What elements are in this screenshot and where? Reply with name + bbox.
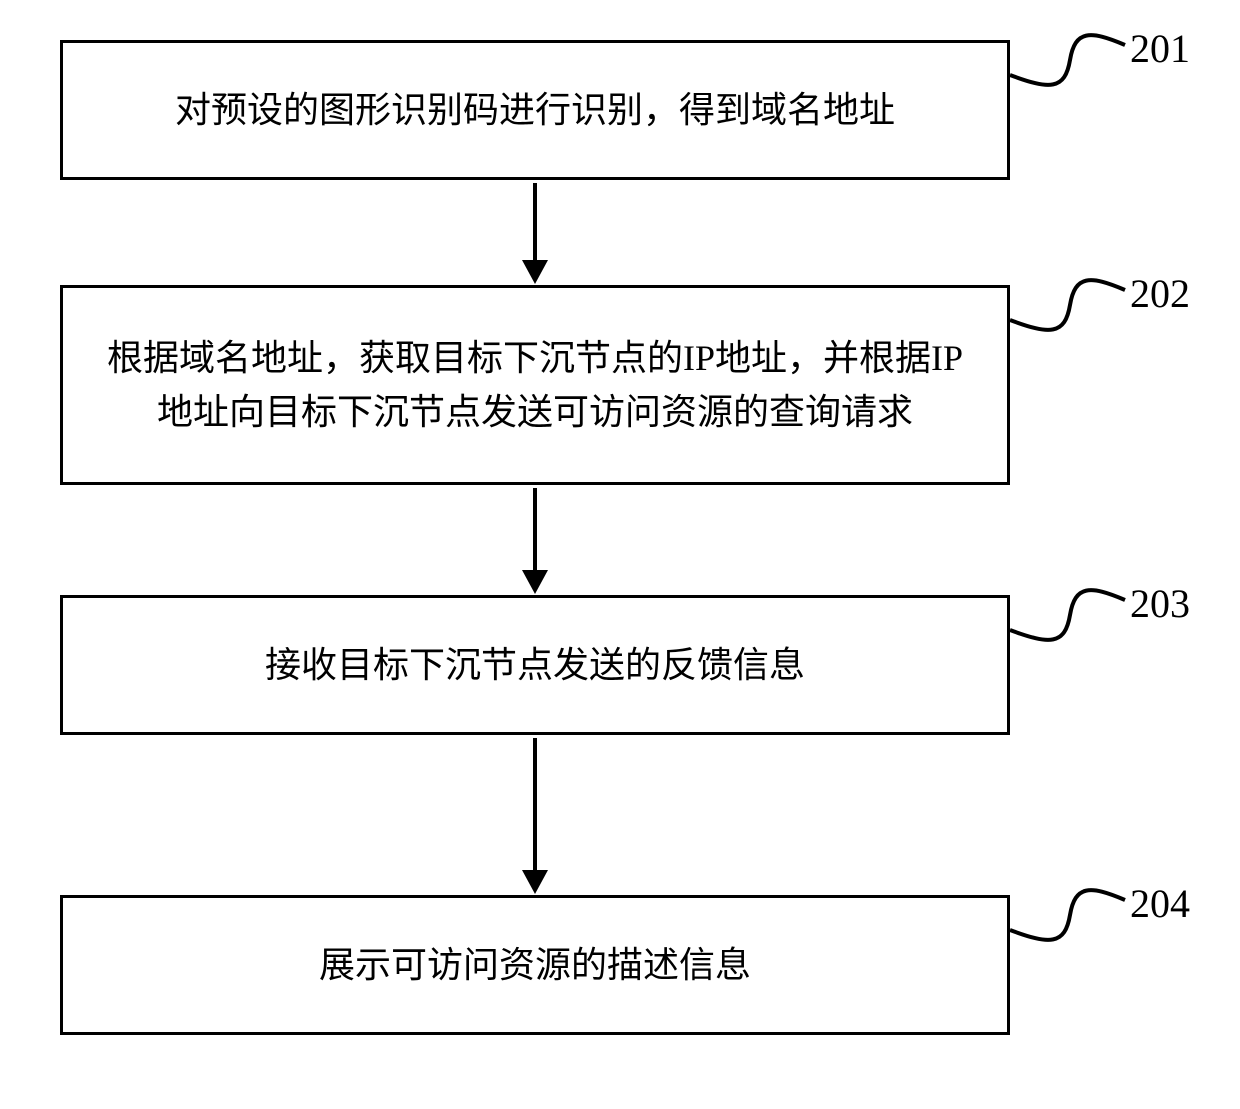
step-label-202: 202: [1130, 270, 1190, 317]
flowchart-node-201: 对预设的图形识别码进行识别，得到域名地址: [60, 40, 1010, 180]
connector-curve: [1010, 875, 1130, 955]
step-label-201: 201: [1130, 25, 1190, 72]
connector-curve: [1010, 265, 1130, 345]
flowchart-node-203: 接收目标下沉节点发送的反馈信息: [60, 595, 1010, 735]
arrow-line: [533, 738, 537, 871]
arrow-line: [533, 488, 537, 571]
connector-curve: [1010, 20, 1130, 100]
node-text: 对预设的图形识别码进行识别，得到域名地址: [175, 83, 895, 137]
flowchart-container: 对预设的图形识别码进行识别，得到域名地址 201 根据域名地址，获取目标下沉节点…: [0, 0, 1240, 1109]
flowchart-node-202: 根据域名地址，获取目标下沉节点的IP地址，并根据IP地址向目标下沉节点发送可访问…: [60, 285, 1010, 485]
node-text: 接收目标下沉节点发送的反馈信息: [265, 638, 805, 692]
flowchart-node-204: 展示可访问资源的描述信息: [60, 895, 1010, 1035]
arrow-head-icon: [522, 870, 548, 894]
step-label-203: 203: [1130, 580, 1190, 627]
arrow-head-icon: [522, 260, 548, 284]
node-text: 展示可访问资源的描述信息: [319, 938, 751, 992]
node-text: 根据域名地址，获取目标下沉节点的IP地址，并根据IP地址向目标下沉节点发送可访问…: [93, 331, 977, 439]
step-label-204: 204: [1130, 880, 1190, 927]
arrow-head-icon: [522, 570, 548, 594]
arrow-line: [533, 183, 537, 261]
connector-curve: [1010, 575, 1130, 655]
